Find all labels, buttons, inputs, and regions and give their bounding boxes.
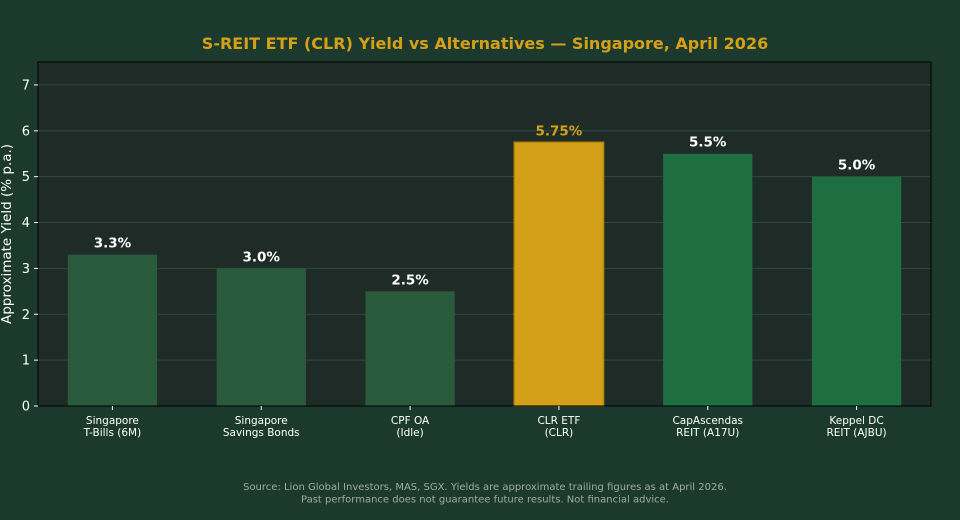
chart-title: S-REIT ETF (CLR) Yield vs Alternatives —… [202, 34, 768, 53]
y-tick-label: 4 [22, 216, 30, 231]
plot-frame [37, 61, 932, 407]
data-labels: 3.3% 3.0% 2.5% 5.75% 5.5% 5.0% [94, 123, 876, 288]
source-note: Source: Lion Global Investors, MAS, SGX.… [243, 482, 727, 506]
x-tick-label: Singapore T-Bills (6M) [83, 415, 142, 439]
data-label: 5.0% [838, 158, 876, 174]
x-axis: Singapore T-Bills (6M) Singapore Savings Bo… [83, 406, 887, 439]
y-axis-label: Approximate Yield (% p.a.) [0, 144, 15, 324]
bar [663, 153, 753, 406]
y-tick-label: 6 [22, 124, 30, 139]
bar [811, 176, 902, 406]
y-axis: 0 1 2 3 4 5 6 7 [22, 78, 38, 415]
y-tick-label: 2 [22, 308, 30, 323]
x-tick-label: Singapore Savings Bonds [223, 415, 300, 439]
bar-highlight [513, 141, 605, 407]
y-tick-label: 1 [22, 354, 30, 369]
y-tick-label: 3 [22, 262, 30, 277]
data-label: 3.0% [243, 249, 281, 265]
y-tick-label: 7 [22, 78, 30, 93]
data-label: 3.3% [94, 236, 132, 252]
x-tick-label: CLR ETF (CLR) [537, 415, 580, 439]
bar [365, 291, 455, 406]
plot-area [38, 62, 931, 406]
x-tick-label: CapAscendas REIT (A17U) [672, 415, 743, 439]
bar [67, 254, 158, 406]
bar [216, 268, 306, 406]
source-note-line: Source: Lion Global Investors, MAS, SGX.… [243, 482, 727, 493]
data-label: 2.5% [391, 272, 429, 288]
bars [67, 141, 902, 407]
data-label: 5.75% [535, 123, 582, 139]
data-label: 5.5% [689, 135, 727, 151]
y-tick-label: 5 [22, 170, 30, 185]
source-note-line: Past performance does not guarantee futu… [301, 495, 669, 506]
y-tick-label: 0 [22, 400, 30, 415]
x-tick-label: Keppel DC REIT (AJBU) [827, 415, 887, 439]
grid-lines [38, 84, 931, 361]
x-tick-label: CPF OA (Idle) [391, 415, 430, 439]
